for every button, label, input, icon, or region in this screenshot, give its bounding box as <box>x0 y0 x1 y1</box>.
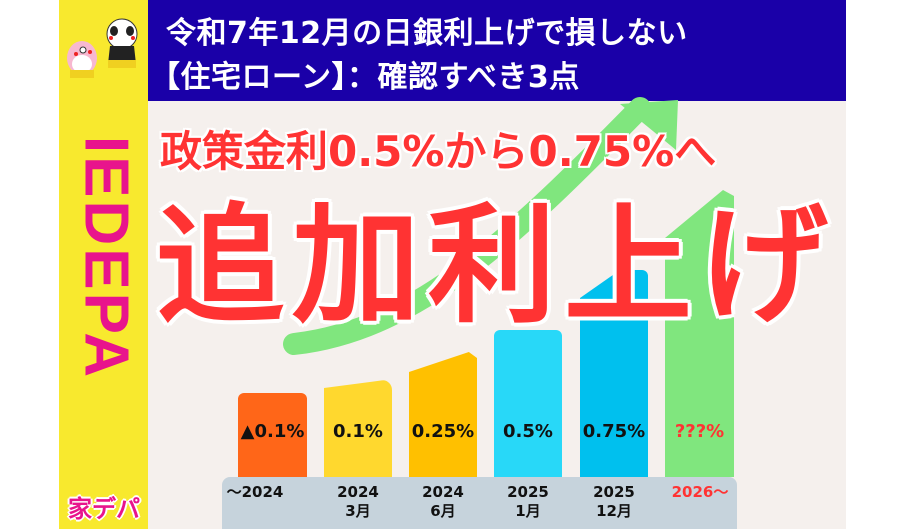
headline-rate-hike: 追加利上げ <box>156 192 837 341</box>
x-label-2024-06: 2024 6月 <box>422 483 464 520</box>
title-line-2: 【住宅ローン】：確認すべき3点 <box>150 60 580 95</box>
title-banner: 令和7年12月の日銀利上げで損しない 【住宅ローン】：確認すべき3点 <box>148 0 846 101</box>
sidebar <box>59 0 148 529</box>
x-label-2025-01: 2025 1月 <box>507 483 549 520</box>
bar-2024-03: 0.1% <box>324 380 392 477</box>
bar-2025-12: 0.75% <box>580 270 648 477</box>
x-axis-band: 〜2024 2024 3月 2024 6月 2025 1月 2025 12月 2026〜 <box>222 477 737 529</box>
bar-2024-06: 0.25% <box>409 352 477 477</box>
ie-depa-brand-logo: 家デパ <box>68 495 140 523</box>
bar-2024-before: ▲0.1% <box>238 393 307 477</box>
x-label-2024-before: 〜2024 <box>226 483 284 501</box>
bar-2026-future: ???% <box>665 190 734 477</box>
x-label-2024-03: 2024 3月 <box>337 483 379 520</box>
title-line-1: 令和7年12月の日銀利上げで損しない <box>166 16 688 51</box>
subtitle-policy-rate: 政策金利0.5%から0.75%へ <box>160 127 717 176</box>
bar-2025-01: 0.5% <box>494 330 562 477</box>
x-label-2025-12: 2025 12月 <box>593 483 635 520</box>
mascot-icon <box>67 18 138 78</box>
x-label-2026-future: 2026〜 <box>671 483 729 501</box>
